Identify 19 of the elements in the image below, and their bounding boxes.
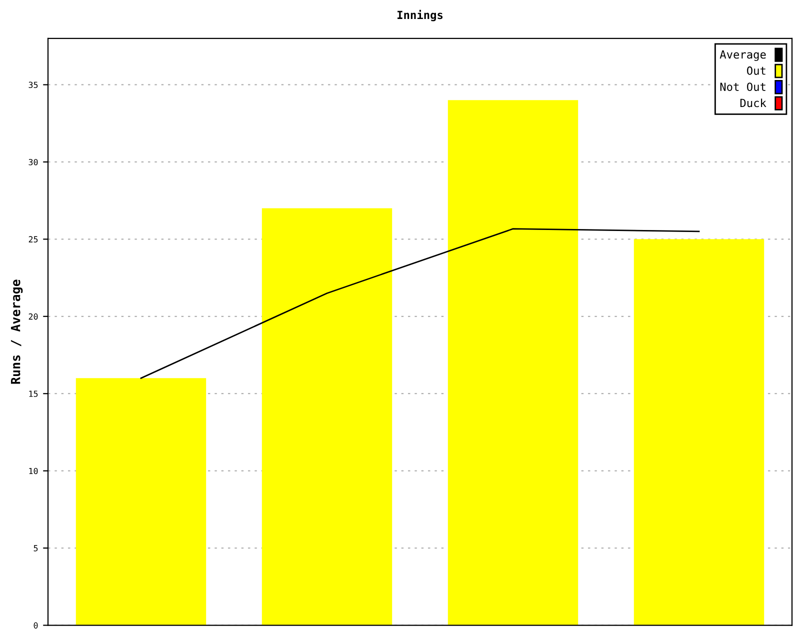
bar: [634, 239, 764, 626]
chart-title: Innings: [398, 10, 443, 22]
bar: [76, 378, 206, 626]
y-tick-label: 0: [34, 622, 38, 629]
y-tick-label: 5: [34, 545, 38, 552]
legend-label: Average: [720, 50, 766, 61]
line-series: [140, 228, 700, 379]
legend-label: Out: [747, 66, 766, 75]
y-axis-title: Runs / Average: [10, 280, 23, 384]
legend-label: Duck: [740, 98, 766, 108]
y-tick-label: 10: [29, 468, 38, 474]
bar: [262, 208, 392, 626]
y-tick-label: 25: [28, 236, 38, 242]
y-tick-label: 20: [28, 313, 38, 320]
y-tick-label: 35: [28, 82, 38, 88]
y-tick-label: 15: [29, 390, 38, 397]
bar: [448, 100, 578, 626]
y-tick-label: 30: [28, 158, 38, 166]
legend-label: Not Out: [720, 82, 766, 91]
